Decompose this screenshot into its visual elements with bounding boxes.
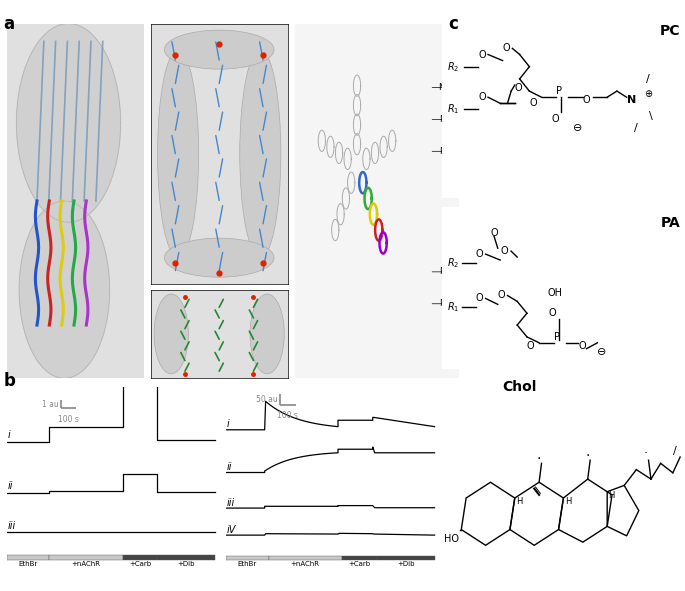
Text: M2: M2 <box>439 115 452 124</box>
Text: P: P <box>556 86 562 96</box>
Text: /: / <box>673 446 677 456</box>
Text: HO: HO <box>445 534 459 544</box>
Bar <box>158 554 215 560</box>
Text: +Dib: +Dib <box>397 561 414 567</box>
Text: i: i <box>8 430 10 440</box>
Bar <box>342 556 377 560</box>
Text: 100 s: 100 s <box>58 415 79 424</box>
Text: O: O <box>478 50 486 60</box>
Text: N: N <box>627 95 636 105</box>
Polygon shape <box>19 201 110 378</box>
Text: $R_2$: $R_2$ <box>447 256 459 269</box>
Text: O: O <box>578 340 586 350</box>
Text: O: O <box>476 293 484 303</box>
Text: EthBr: EthBr <box>238 561 257 567</box>
Polygon shape <box>16 24 121 222</box>
Text: ·: · <box>585 449 590 463</box>
Text: /: / <box>634 123 638 133</box>
Text: +nAChR: +nAChR <box>71 561 101 567</box>
Text: +nAChR: +nAChR <box>290 561 320 567</box>
Text: O: O <box>476 249 484 259</box>
Text: b: b <box>3 372 15 390</box>
Text: PA: PA <box>660 216 680 230</box>
Text: M4: M4 <box>439 299 452 309</box>
Text: O: O <box>527 340 534 350</box>
Text: ⊕: ⊕ <box>644 89 652 99</box>
Text: /: / <box>646 74 650 84</box>
Text: 50 au: 50 au <box>256 395 278 404</box>
Text: O: O <box>498 290 506 300</box>
Text: O: O <box>551 113 559 124</box>
Text: MX: MX <box>438 83 452 92</box>
Text: 1 au: 1 au <box>42 400 59 408</box>
Text: O: O <box>490 228 498 238</box>
Text: O: O <box>583 95 590 105</box>
Text: ·: · <box>644 447 647 460</box>
Text: 100 s: 100 s <box>277 411 298 420</box>
Text: iii: iii <box>8 521 16 531</box>
Text: +Carb: +Carb <box>348 561 371 567</box>
Text: iV: iV <box>227 525 236 535</box>
Text: +Carb: +Carb <box>129 561 151 567</box>
Text: a: a <box>3 15 14 33</box>
Text: \: \ <box>649 111 652 121</box>
Text: ii: ii <box>227 462 232 472</box>
Ellipse shape <box>164 238 274 277</box>
Ellipse shape <box>164 30 274 69</box>
Text: ⊖: ⊖ <box>597 346 607 356</box>
Bar <box>49 554 123 560</box>
Ellipse shape <box>240 50 281 258</box>
Text: ⊖: ⊖ <box>573 123 582 133</box>
Text: i: i <box>227 419 229 429</box>
Text: $R_2$: $R_2$ <box>447 60 459 73</box>
Bar <box>226 556 269 560</box>
Text: +Dib: +Dib <box>177 561 195 567</box>
Text: H: H <box>564 497 571 506</box>
Text: O: O <box>530 98 537 108</box>
Text: PC: PC <box>660 24 680 38</box>
Text: ii: ii <box>8 481 13 491</box>
Bar <box>123 554 158 560</box>
Text: EthBr: EthBr <box>18 561 38 567</box>
Text: O: O <box>549 308 556 318</box>
Text: H: H <box>516 497 523 506</box>
Text: M3: M3 <box>439 147 452 156</box>
Text: O: O <box>500 246 508 256</box>
Text: OH: OH <box>547 287 562 297</box>
Text: $R_1$: $R_1$ <box>447 102 459 116</box>
Text: $R_1$: $R_1$ <box>447 300 459 314</box>
Text: H: H <box>608 491 614 500</box>
Text: O: O <box>515 83 523 93</box>
Text: M1: M1 <box>439 267 452 277</box>
Bar <box>377 556 434 560</box>
Text: O: O <box>478 92 486 102</box>
Text: O: O <box>503 43 510 53</box>
Ellipse shape <box>154 294 188 374</box>
Text: Chol: Chol <box>503 380 537 394</box>
Text: P: P <box>553 332 560 342</box>
Text: ·: · <box>536 452 541 466</box>
Bar <box>269 556 342 560</box>
Text: c: c <box>449 15 458 33</box>
Text: iii: iii <box>227 498 235 508</box>
Ellipse shape <box>250 294 284 374</box>
Ellipse shape <box>158 50 199 258</box>
Bar <box>7 554 49 560</box>
